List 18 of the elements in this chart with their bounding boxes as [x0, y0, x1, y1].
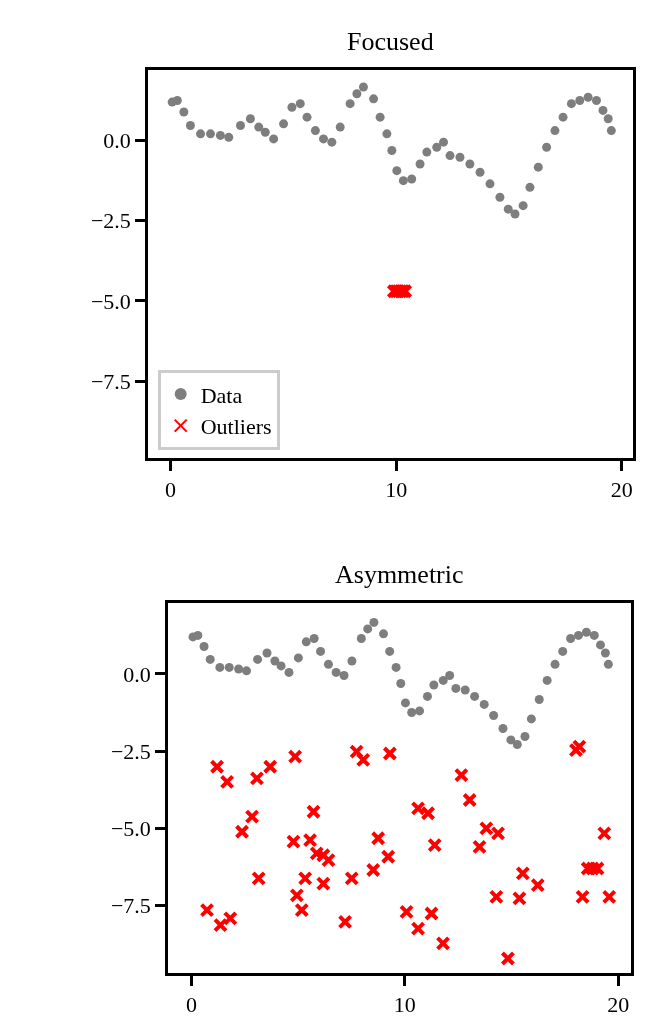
- y-tick-label: 0.0: [103, 128, 131, 154]
- x-tick-label: 10: [393, 992, 416, 1018]
- chart-title: Asymmetric: [335, 560, 464, 589]
- y-tick-label: −7.5: [90, 368, 131, 394]
- x-tick-label: 0: [165, 477, 177, 503]
- y-tick-label: −2.5: [90, 208, 131, 234]
- x-tick-label: 0: [185, 992, 197, 1018]
- y-tick-label: −5.0: [110, 815, 151, 841]
- chart-title: Focused: [347, 27, 434, 56]
- x-tick-label: 10: [385, 477, 408, 503]
- x-tick-label: 20: [607, 992, 630, 1018]
- y-tick-label: 0.0: [123, 661, 151, 687]
- legend-label: Outliers: [200, 414, 272, 440]
- y-tick-label: −2.5: [110, 738, 151, 764]
- legend-label: Data: [200, 382, 243, 408]
- y-tick-label: −7.5: [110, 892, 151, 918]
- y-tick-label: −5.0: [90, 288, 131, 314]
- x-tick-label: 20: [610, 477, 633, 503]
